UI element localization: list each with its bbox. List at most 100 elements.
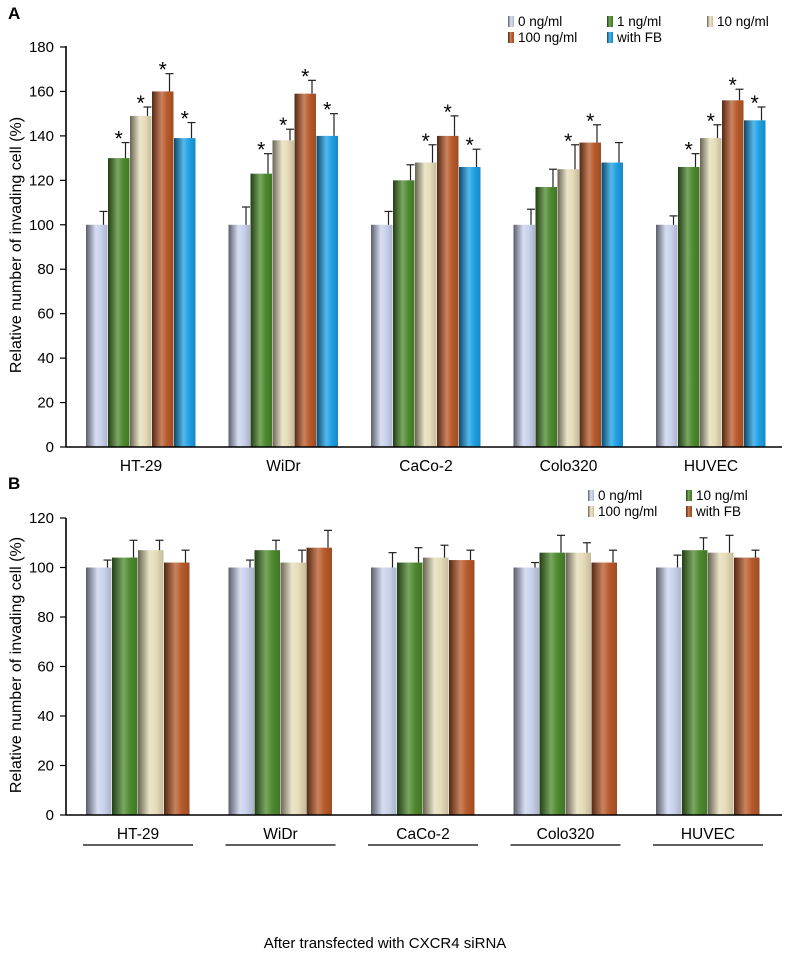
y-tick-label: 120: [29, 172, 54, 189]
bar-caco-2-0: [371, 567, 397, 815]
panel-b-bars: [86, 529, 760, 815]
bar-colo320-3: [579, 142, 601, 448]
y-tick-label: 20: [37, 395, 54, 412]
bar-ht-29-2: [130, 115, 152, 447]
category-label: HUVEC: [684, 458, 738, 475]
significance-star: *: [444, 101, 452, 124]
bar-colo320-0: [513, 224, 535, 447]
bar-widr-4: [316, 135, 338, 447]
bar-colo320-2: [557, 169, 579, 447]
bar-colo320-0: [513, 567, 539, 815]
bar-widr-2: [272, 140, 294, 448]
category-label: CaCo-2: [396, 826, 449, 843]
bar-caco-2-2: [423, 557, 449, 815]
significance-star: *: [685, 139, 693, 162]
legend-swatch: [707, 16, 713, 27]
bar-huvec-0: [656, 224, 678, 447]
bar-widr-3: [306, 547, 332, 815]
panel-a-y-ticks: 0 20 40 60 80 100 120 140 160 180: [29, 39, 66, 456]
bar-huvec-3: [722, 100, 744, 447]
y-tick-label: 20: [37, 758, 54, 775]
panel-b-label: B: [8, 474, 20, 493]
category-label: HT-29: [120, 458, 162, 475]
y-tick-label: 160: [29, 83, 54, 100]
bar-huvec-1: [678, 167, 700, 447]
panel-a-ylabel: Relative number of invading cell (%): [8, 117, 25, 373]
bar-colo320-1: [539, 552, 565, 815]
significance-star: *: [422, 130, 430, 153]
legend-swatch: [508, 16, 514, 27]
significance-star: *: [279, 114, 287, 137]
panel-a-legend: 0 ng/ml 1 ng/ml 10 ng/ml 100 ng/ml with FB: [508, 14, 769, 45]
bar-widr-0: [228, 567, 254, 815]
bar-caco-2-2: [415, 162, 437, 448]
category-label: HT-29: [117, 826, 159, 843]
bar-huvec-4: [744, 120, 766, 447]
bar-ht-29-3: [164, 562, 190, 815]
category-label: WiDr: [266, 458, 300, 475]
y-tick-label: 40: [37, 708, 54, 725]
panel-b-legend: 0 ng/ml 10 ng/ml 100 ng/ml with FB: [588, 488, 748, 519]
y-tick-label: 100: [29, 560, 54, 577]
category-label: Colo320: [537, 826, 595, 843]
bar-ht-29-4: [174, 138, 196, 447]
legend-swatch: [686, 490, 692, 501]
panel-b-chart: B Relative number of invading cell (%) 0…: [8, 474, 782, 952]
y-tick-label: 180: [29, 39, 54, 56]
panel-a-categories: HT-29 WiDr CaCo-2 Colo320 HUVEC: [120, 458, 738, 475]
legend-swatch: [588, 506, 594, 517]
bar-caco-2-0: [371, 224, 393, 447]
panel-b-xlabel: After transfected with CXCR4 siRNA: [264, 935, 507, 952]
panel-a-bars: * * * * * * * * * * * * * * * * *: [86, 59, 766, 448]
panel-b-y-ticks: 0 20 40 60 80 100 120: [29, 510, 66, 824]
legend-label: with FB: [695, 504, 741, 519]
bar-huvec-3: [734, 557, 760, 815]
panel-a-chart: A Relative number of invading cell (%) *…: [8, 4, 782, 475]
legend-label: 0 ng/ml: [518, 14, 562, 29]
significance-star: *: [159, 59, 167, 82]
bar-ht-29-1: [112, 557, 138, 815]
category-label: Colo320: [540, 458, 598, 475]
bar-huvec-1: [682, 550, 708, 815]
significance-star: *: [729, 74, 737, 97]
bar-huvec-2: [708, 552, 734, 815]
y-tick-label: 0: [46, 439, 54, 456]
legend-swatch: [607, 16, 613, 27]
y-tick-label: 60: [37, 659, 54, 676]
legend-label: with FB: [616, 30, 662, 45]
bar-ht-29-0: [86, 224, 108, 447]
bar-widr-1: [254, 550, 280, 815]
bar-widr-2: [280, 562, 306, 815]
y-tick-label: 140: [29, 128, 54, 145]
category-label: WiDr: [263, 826, 297, 843]
legend-label: 100 ng/ml: [598, 504, 657, 519]
bar-ht-29-0: [86, 567, 112, 815]
significance-star: *: [751, 92, 759, 115]
panel-b-categories: HT-29 WiDr CaCo-2 Colo320 HUVEC: [83, 826, 763, 846]
bar-widr-1: [250, 173, 272, 447]
significance-star: *: [564, 130, 572, 153]
legend-swatch: [607, 32, 613, 43]
significance-star: *: [301, 65, 309, 88]
legend-swatch: [508, 32, 514, 43]
significance-star: *: [323, 99, 331, 122]
y-tick-label: 80: [37, 609, 54, 626]
bar-ht-29-3: [152, 91, 174, 447]
panel-b-ylabel: Relative number of invading cell (%): [8, 537, 25, 793]
bar-caco-2-1: [397, 562, 423, 815]
bar-colo320-4: [601, 162, 623, 448]
y-tick-label: 0: [46, 807, 54, 824]
bar-colo320-2: [565, 552, 591, 815]
bar-caco-2-1: [393, 180, 415, 448]
bar-widr-3: [294, 93, 316, 448]
category-label: CaCo-2: [399, 458, 452, 475]
y-tick-label: 120: [29, 510, 54, 527]
significance-star: *: [137, 92, 145, 115]
category-label: HUVEC: [681, 826, 735, 843]
legend-label: 10 ng/ml: [696, 488, 748, 503]
significance-star: *: [257, 139, 265, 162]
legend-swatch: [588, 490, 594, 501]
legend-label: 10 ng/ml: [717, 14, 769, 29]
y-tick-label: 40: [37, 350, 54, 367]
